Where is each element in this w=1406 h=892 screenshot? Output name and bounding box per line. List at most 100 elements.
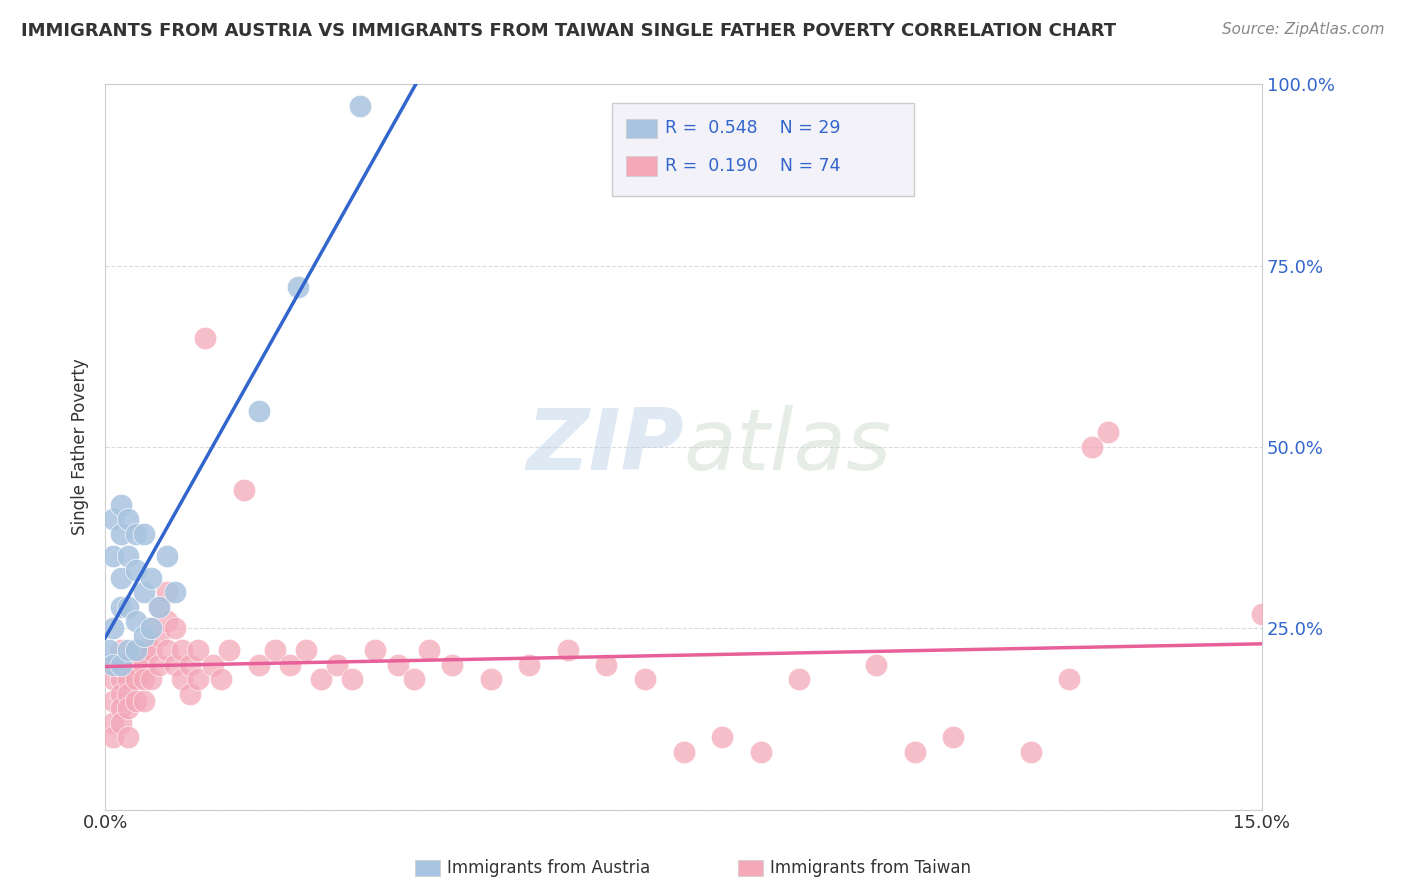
Point bbox=[156, 549, 179, 563]
Point bbox=[132, 527, 155, 541]
Point bbox=[787, 672, 810, 686]
Point bbox=[364, 643, 387, 657]
Point bbox=[711, 730, 734, 744]
Point bbox=[101, 715, 124, 730]
Point bbox=[156, 585, 179, 599]
Point bbox=[110, 643, 132, 657]
Point bbox=[141, 621, 163, 635]
Point bbox=[218, 643, 240, 657]
Point bbox=[904, 745, 927, 759]
Point bbox=[1097, 425, 1119, 440]
Point bbox=[98, 643, 121, 657]
Point bbox=[117, 643, 139, 657]
Point bbox=[132, 628, 155, 642]
Text: ZIP: ZIP bbox=[526, 406, 683, 489]
Point bbox=[1057, 672, 1080, 686]
Point bbox=[117, 657, 139, 672]
Point bbox=[125, 672, 148, 686]
Point bbox=[141, 672, 163, 686]
Point bbox=[148, 628, 170, 642]
Point bbox=[125, 614, 148, 628]
Point bbox=[156, 614, 179, 628]
Y-axis label: Single Father Poverty: Single Father Poverty bbox=[72, 359, 89, 535]
Point bbox=[101, 549, 124, 563]
Point bbox=[163, 657, 186, 672]
Text: Immigrants from Austria: Immigrants from Austria bbox=[447, 859, 651, 877]
Point bbox=[418, 643, 440, 657]
Point bbox=[117, 672, 139, 686]
Point bbox=[402, 672, 425, 686]
Point bbox=[1251, 607, 1274, 621]
Point bbox=[141, 643, 163, 657]
Point bbox=[125, 527, 148, 541]
Point bbox=[249, 403, 271, 417]
Point bbox=[179, 657, 201, 672]
Point bbox=[101, 694, 124, 708]
Point bbox=[132, 643, 155, 657]
Point bbox=[117, 549, 139, 563]
Point bbox=[340, 672, 363, 686]
Point bbox=[148, 657, 170, 672]
Point bbox=[942, 730, 965, 744]
Point bbox=[233, 483, 256, 498]
Point bbox=[865, 657, 887, 672]
Point bbox=[263, 643, 285, 657]
Point bbox=[125, 643, 148, 657]
Point bbox=[163, 621, 186, 635]
Point bbox=[110, 657, 132, 672]
Point bbox=[110, 715, 132, 730]
Point bbox=[101, 657, 124, 672]
Point bbox=[1081, 440, 1104, 454]
Point bbox=[110, 599, 132, 614]
Point bbox=[202, 657, 225, 672]
Text: Immigrants from Taiwan: Immigrants from Taiwan bbox=[770, 859, 972, 877]
Point bbox=[194, 331, 217, 345]
Point bbox=[163, 585, 186, 599]
Point bbox=[156, 643, 179, 657]
Point bbox=[101, 621, 124, 635]
Point bbox=[117, 730, 139, 744]
Point bbox=[141, 570, 163, 584]
Point bbox=[125, 563, 148, 577]
Point bbox=[209, 672, 232, 686]
Point bbox=[101, 512, 124, 526]
Point bbox=[148, 599, 170, 614]
Point bbox=[634, 672, 657, 686]
Point bbox=[479, 672, 502, 686]
Point bbox=[249, 657, 271, 672]
Point bbox=[110, 527, 132, 541]
Point bbox=[287, 280, 309, 294]
Point bbox=[110, 498, 132, 512]
Point bbox=[117, 512, 139, 526]
Point bbox=[132, 694, 155, 708]
Point bbox=[172, 643, 194, 657]
Point bbox=[1019, 745, 1042, 759]
Point bbox=[110, 701, 132, 715]
Point bbox=[101, 672, 124, 686]
Point bbox=[125, 643, 148, 657]
Point bbox=[749, 745, 772, 759]
Point bbox=[117, 686, 139, 700]
Point bbox=[110, 672, 132, 686]
Point bbox=[387, 657, 409, 672]
Text: R =  0.190    N = 74: R = 0.190 N = 74 bbox=[665, 157, 841, 175]
Point bbox=[101, 730, 124, 744]
Point bbox=[125, 657, 148, 672]
Point bbox=[125, 694, 148, 708]
Point bbox=[278, 657, 301, 672]
Point bbox=[148, 599, 170, 614]
Point bbox=[517, 657, 540, 672]
Point bbox=[294, 643, 316, 657]
Point bbox=[110, 570, 132, 584]
Point bbox=[101, 657, 124, 672]
Point bbox=[141, 621, 163, 635]
Text: Source: ZipAtlas.com: Source: ZipAtlas.com bbox=[1222, 22, 1385, 37]
Point bbox=[325, 657, 347, 672]
Point bbox=[172, 672, 194, 686]
Point bbox=[132, 657, 155, 672]
Point bbox=[441, 657, 464, 672]
Point bbox=[557, 643, 579, 657]
Point bbox=[672, 745, 695, 759]
Point bbox=[132, 672, 155, 686]
Point bbox=[309, 672, 332, 686]
